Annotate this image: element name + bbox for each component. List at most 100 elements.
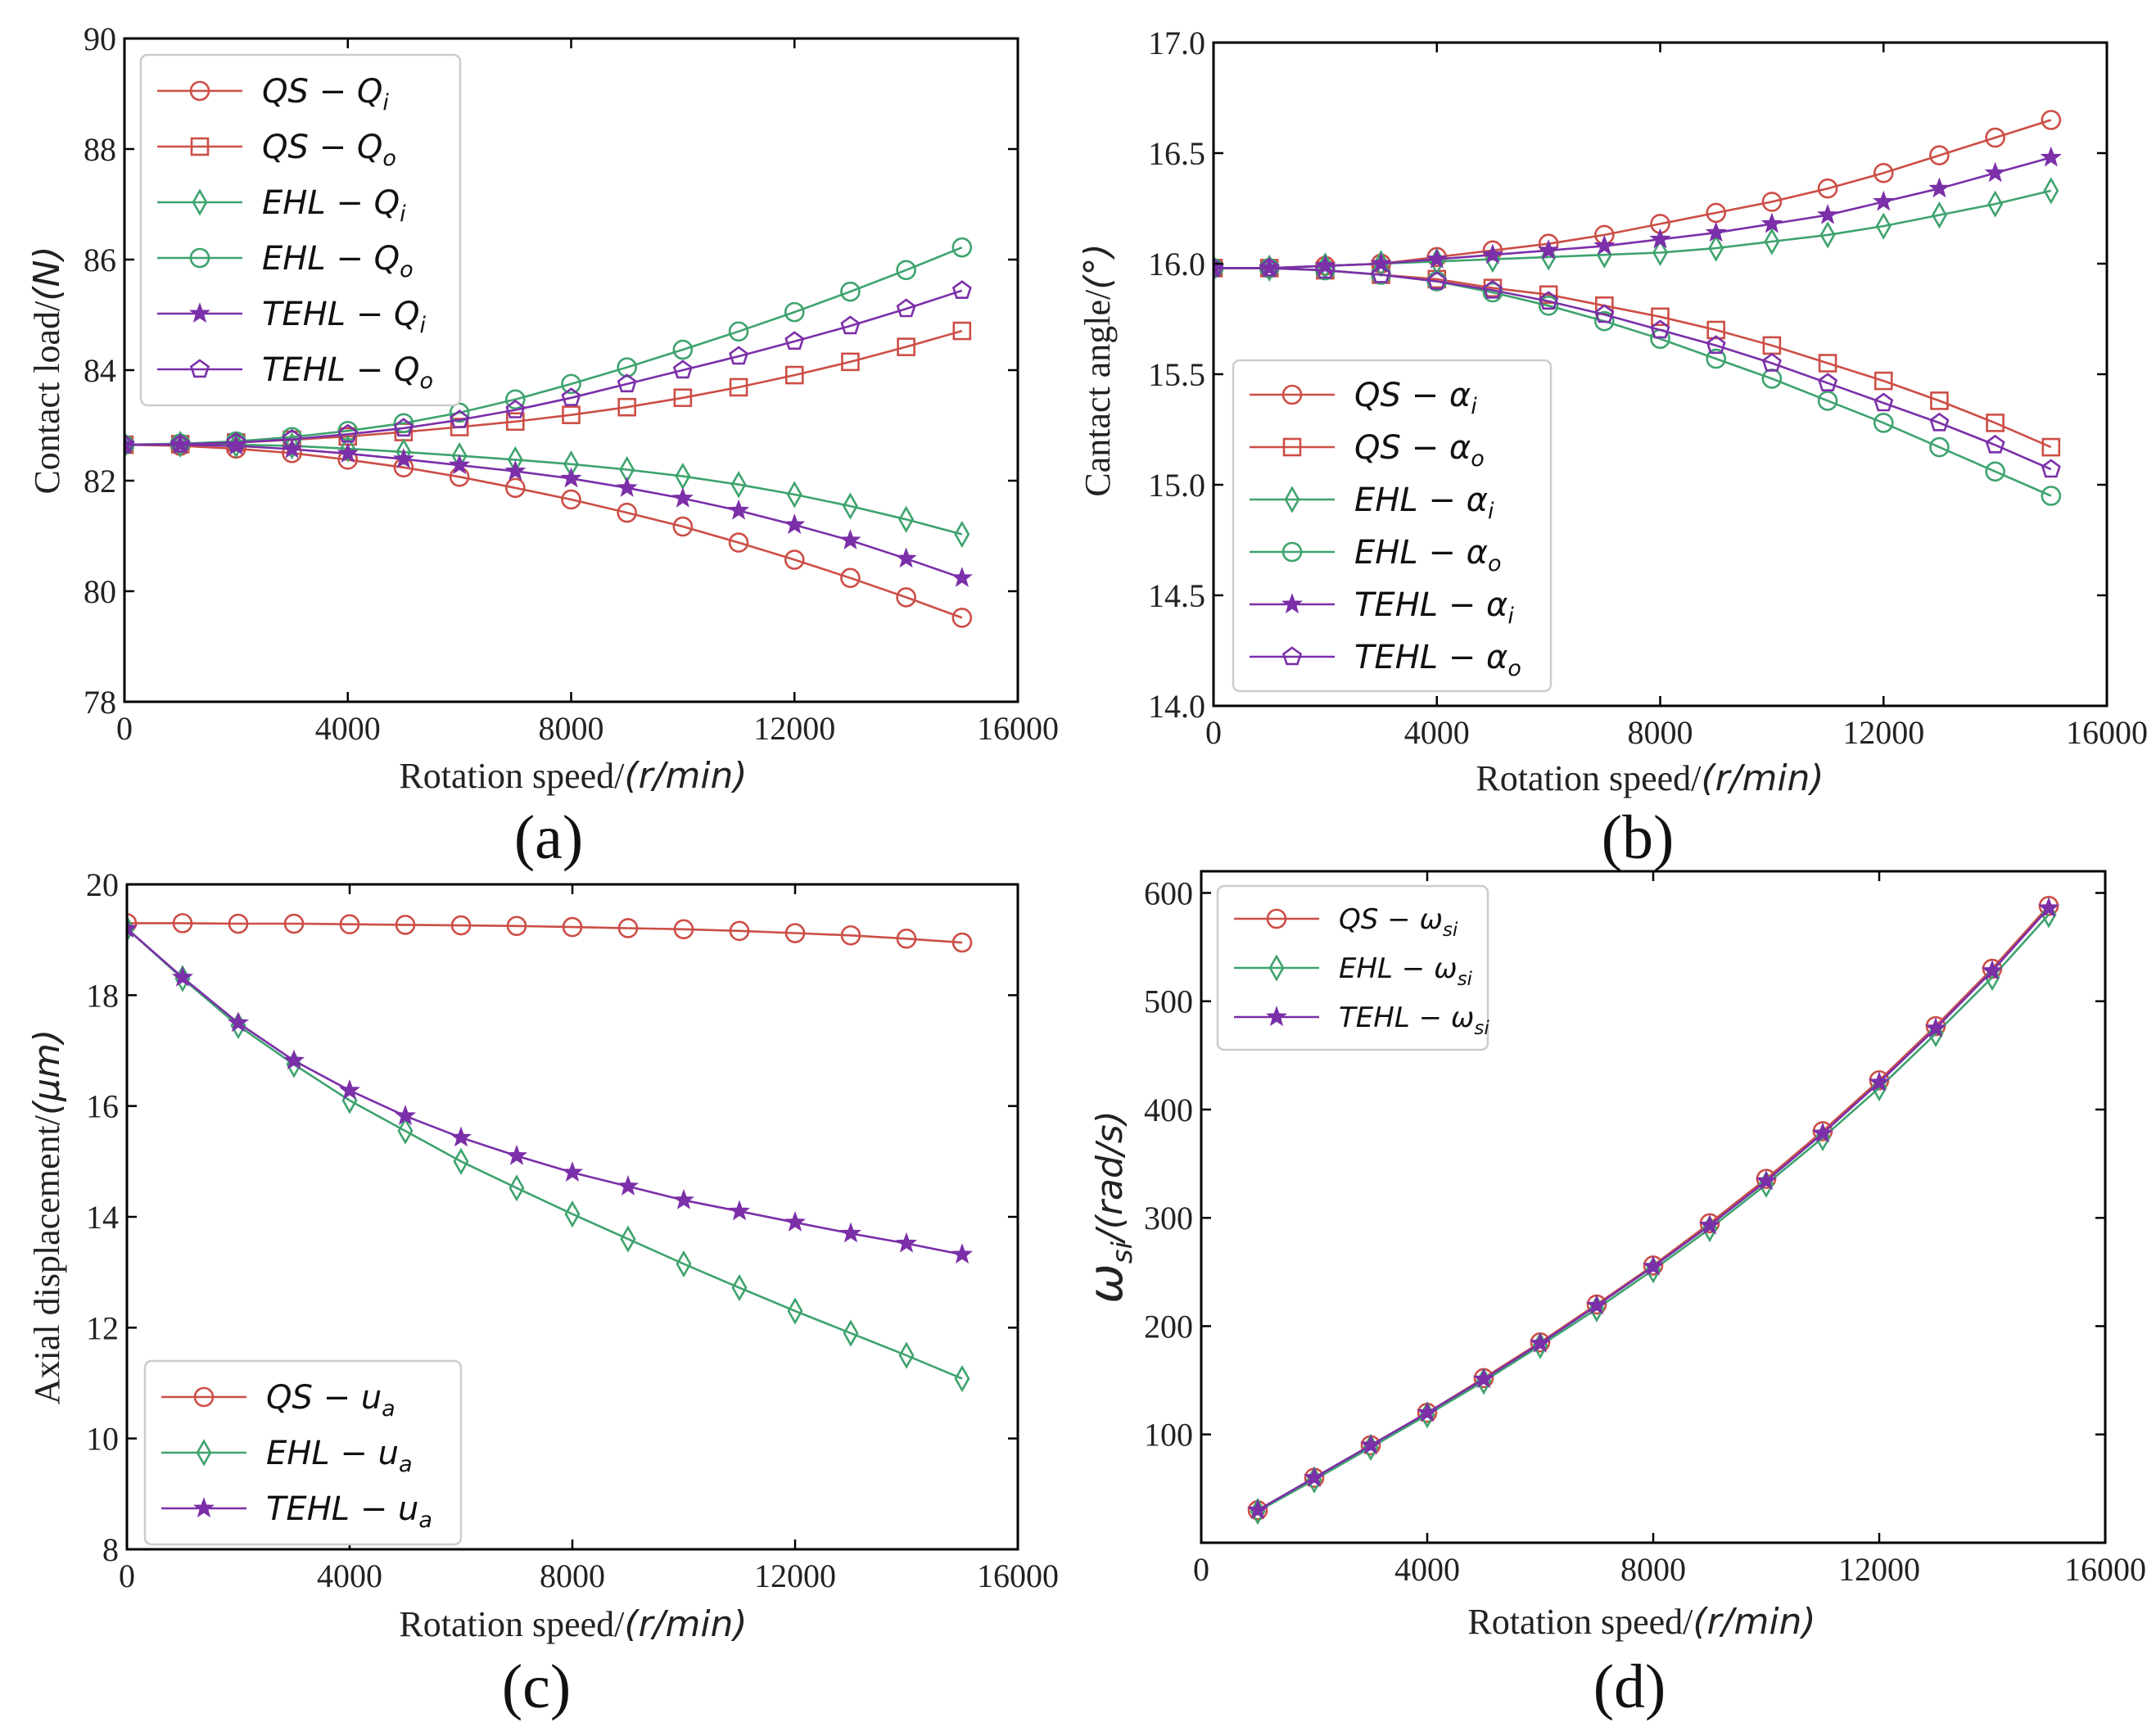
y-tick-label: 500 bbox=[1144, 983, 1193, 1020]
data-point bbox=[338, 1078, 361, 1100]
y-tick-label: 14.0 bbox=[1148, 688, 1205, 725]
data-point bbox=[951, 1243, 974, 1264]
data-point bbox=[1986, 414, 2005, 432]
data-point bbox=[2037, 897, 2060, 918]
legend-item: EHL − Qi bbox=[157, 184, 406, 227]
data-point bbox=[951, 932, 973, 953]
series-line bbox=[127, 928, 963, 1380]
data-point bbox=[1529, 1331, 1552, 1353]
legend-marker bbox=[1265, 1006, 1288, 1027]
y-tick-label: 15.0 bbox=[1148, 467, 1205, 504]
legend-label: QS − ua bbox=[266, 1379, 395, 1422]
data-point bbox=[1426, 247, 1448, 269]
data-point bbox=[729, 920, 750, 942]
data-point bbox=[1873, 163, 1894, 183]
legend-item: TEHL − αo bbox=[1250, 639, 1521, 681]
data-point bbox=[784, 1211, 807, 1232]
data-point bbox=[450, 409, 470, 428]
x-tick-label: 8000 bbox=[1628, 714, 1693, 751]
data-point bbox=[1761, 192, 1783, 212]
legend-item: TEHL − Qi bbox=[157, 296, 427, 338]
legend-label: TEHL − Qi bbox=[262, 296, 427, 338]
x-axis-label: Rotation speed/(r/min) bbox=[399, 1603, 747, 1645]
y-axis-label: Cantact angle/(°) bbox=[1077, 243, 1119, 496]
legend-item: TEHL − ua bbox=[161, 1490, 432, 1533]
legend-item: TEHL − αi bbox=[1250, 586, 1514, 629]
data-point bbox=[673, 388, 693, 408]
series-qs-i bbox=[124, 434, 973, 628]
data-point bbox=[1818, 373, 1838, 392]
data-point bbox=[1817, 391, 1838, 411]
data-point bbox=[784, 301, 805, 323]
data-point bbox=[284, 432, 301, 460]
legend-marker bbox=[192, 188, 208, 216]
data-point bbox=[337, 423, 358, 443]
data-point bbox=[1755, 1169, 1778, 1191]
legend-marker bbox=[189, 359, 210, 378]
data-point bbox=[127, 915, 135, 943]
series-qs-a bbox=[127, 913, 973, 953]
data-point bbox=[1987, 190, 2004, 218]
data-point bbox=[172, 430, 188, 459]
data-point bbox=[1315, 260, 1336, 279]
data-point bbox=[1481, 243, 1504, 264]
legend-label: QS − Qi bbox=[262, 73, 389, 115]
legend-label: EHL − αo bbox=[1354, 534, 1501, 576]
y-axis-label: Axial displacement/(μm) bbox=[26, 1029, 68, 1404]
legend-marker bbox=[193, 1386, 215, 1408]
series-line bbox=[124, 289, 963, 446]
data-point bbox=[784, 923, 806, 943]
data-point bbox=[1981, 959, 2004, 980]
legend-label: TEHL − αi bbox=[1354, 586, 1514, 629]
data-point bbox=[896, 929, 917, 949]
x-tick-label: 8000 bbox=[539, 710, 604, 747]
x-tick-label: 4000 bbox=[317, 1557, 382, 1594]
x-tick-label: 12000 bbox=[1842, 714, 1924, 751]
data-point bbox=[895, 547, 917, 568]
data-point bbox=[127, 913, 138, 934]
data-point bbox=[672, 359, 693, 379]
data-point bbox=[453, 1147, 469, 1175]
chart-panel-a: 0 4000 8000 12000 16000 78 80 82 84 86 88 90 Rotatio… bbox=[26, 20, 1059, 872]
data-point bbox=[1873, 190, 1895, 211]
y-tick-label: 86 bbox=[84, 242, 116, 278]
x-tick-label: 16000 bbox=[2066, 714, 2148, 751]
x-tick-label: 12000 bbox=[753, 710, 835, 747]
y-tick-label: 15.5 bbox=[1148, 356, 1205, 393]
data-point bbox=[1651, 307, 1670, 327]
data-point bbox=[1924, 1017, 1947, 1038]
data-point bbox=[1698, 1214, 1721, 1235]
data-point bbox=[226, 432, 246, 451]
x-axis-label: Rotation speed/(r/min) bbox=[1476, 757, 1824, 799]
legend-label: TEHL − ua bbox=[266, 1490, 432, 1533]
y-axis-label: Contact load/(N) bbox=[26, 246, 68, 494]
data-point bbox=[337, 442, 359, 463]
data-point bbox=[1985, 127, 2005, 148]
data-point bbox=[617, 918, 639, 938]
chart-panel-c: 0 4000 8000 12000 16000 8 10 12 14 16 18 20 Rotation… bbox=[26, 866, 1059, 1721]
data-point bbox=[561, 1161, 584, 1182]
legend-item: QS − Qi bbox=[157, 73, 389, 115]
legend-marker bbox=[189, 80, 210, 102]
y-tick-label: 18 bbox=[86, 977, 119, 1014]
panel-label: (c) bbox=[502, 1652, 571, 1721]
y-tick-label: 16 bbox=[86, 1088, 119, 1125]
data-point bbox=[787, 1297, 803, 1325]
data-point bbox=[392, 447, 415, 468]
series-ehl-i bbox=[124, 430, 970, 549]
legend-label: TEHL − αo bbox=[1354, 639, 1521, 681]
legend: QS − αi QS − αo EHL − αi EHL − αo TEHL − αi T… bbox=[1232, 359, 1553, 693]
data-point bbox=[1816, 203, 1839, 224]
data-point bbox=[676, 1250, 692, 1278]
data-point bbox=[897, 337, 915, 356]
x-tick-label: 0 bbox=[1205, 714, 1222, 751]
legend-marker bbox=[1268, 954, 1285, 982]
data-point bbox=[562, 405, 581, 424]
series-line bbox=[124, 443, 963, 536]
y-tick-label: 84 bbox=[84, 352, 116, 389]
legend-marker bbox=[1266, 908, 1287, 929]
data-point bbox=[1761, 352, 1782, 372]
data-point bbox=[1538, 239, 1560, 260]
legend-item: QS − αo bbox=[1250, 429, 1485, 472]
